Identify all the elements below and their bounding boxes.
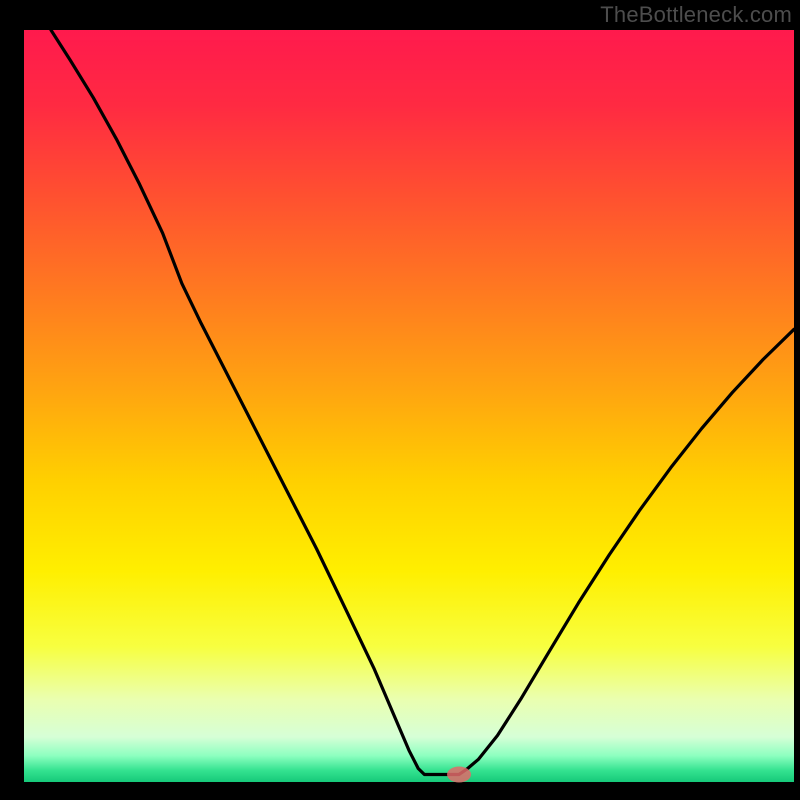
bottleneck-chart [0,0,800,800]
chart-canvas: TheBottleneck.com [0,0,800,800]
watermark-text: TheBottleneck.com [600,2,792,28]
chart-gradient-background [24,30,794,782]
optimal-point-marker [447,766,471,782]
